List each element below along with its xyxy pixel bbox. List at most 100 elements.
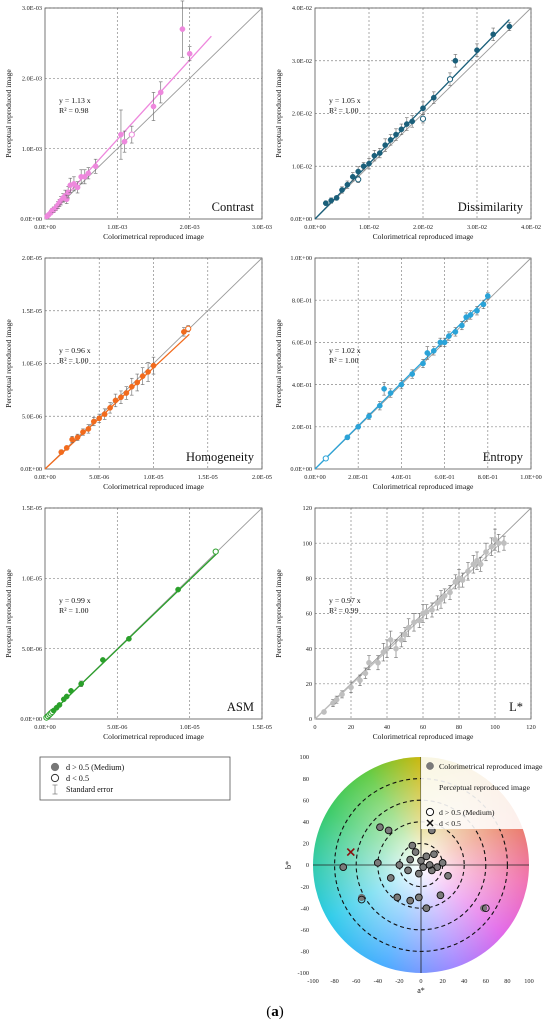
- data-point-medium: [355, 168, 362, 175]
- contrast-chart: 0.0E+00 1.0E-03 2.0E-03 3.0E-03 0.0E+00 1.0E-…: [4, 0, 272, 241]
- data-point-medium: [150, 362, 157, 369]
- x-tick-label: 1.0E+00: [520, 474, 542, 481]
- y-tick-label: 80: [306, 576, 312, 583]
- data-point-medium: [420, 105, 426, 112]
- plot-frame: [314, 7, 532, 220]
- perceptual-point-medium: [444, 871, 452, 880]
- chart-name: L*: [509, 700, 523, 714]
- perceptual-point-small: [346, 847, 355, 857]
- data-point-medium: [416, 617, 423, 624]
- perceptual-point-medium: [386, 874, 395, 882]
- y-tick-label: 2.0E-02: [292, 111, 312, 118]
- colorimetrical-point: [480, 904, 488, 912]
- y-tick-label: 2.0E-03: [22, 76, 42, 83]
- ab-legend-label: Colorimetrical reproduced image: [439, 762, 543, 771]
- data-point-medium: [78, 680, 85, 687]
- y-tick-label: 0.0E+00: [290, 216, 312, 223]
- data-point-medium: [349, 173, 356, 180]
- data-point-medium: [339, 187, 345, 193]
- data-point-medium: [101, 411, 108, 417]
- data-point-medium: [398, 637, 405, 643]
- x-tick-label: 100: [490, 724, 499, 731]
- data-point-medium: [179, 26, 186, 32]
- r-squared: R² = 0.99: [329, 606, 359, 615]
- perceptual-point-medium: [393, 893, 402, 902]
- x-axis-title: Colorimetrical reproduced image: [103, 732, 204, 741]
- filled-circle-icon: [50, 762, 60, 772]
- x-tick-label: 2.0E-01: [348, 474, 368, 481]
- data-point-medium: [398, 381, 405, 388]
- x-tick-label: 2.0E-05: [252, 474, 272, 481]
- x-tick-label: 0.0E+00: [304, 224, 326, 231]
- homogeneity-chart: 0.0E+00 5.0E-06 1.0E-05 1.5E-05 2.0E-05 0.0E+…: [4, 255, 272, 491]
- y-tick-label: 8.0E-01: [292, 297, 312, 304]
- b-tick-label: 100: [300, 754, 309, 761]
- data-point-medium: [459, 577, 466, 583]
- y-tick-label: 1.5E-05: [22, 308, 42, 315]
- data-point-medium: [447, 589, 453, 596]
- y-tick-label: 1.0E+00: [290, 255, 312, 262]
- a-tick-label: 60: [483, 978, 489, 985]
- data-point-medium: [366, 413, 372, 420]
- b-tick-label: 0: [306, 862, 309, 869]
- y-tick-label: 1.5E-05: [22, 505, 42, 512]
- perceptual-point-medium: [481, 904, 490, 913]
- data-point-medium: [150, 103, 157, 110]
- data-point-medium: [90, 418, 97, 425]
- y-axis-title: Perceptual reproduced image: [274, 319, 283, 408]
- x-tick-label: 8.0E-01: [478, 474, 498, 481]
- figure-caption-label: (a): [266, 1004, 284, 1020]
- b-tick-label: -60: [301, 927, 309, 934]
- ab-legend-label: d < 0.5: [439, 819, 461, 828]
- x-tick-label: 20: [348, 724, 354, 731]
- data-point-medium: [403, 121, 410, 127]
- perceptual-point-medium: [411, 848, 420, 856]
- data-point-medium: [58, 449, 65, 455]
- ab-legend: Colorimetrical reproduced image Perceptua…: [421, 757, 543, 829]
- filled-circle-icon: [426, 762, 434, 770]
- perceptual-point-medium: [436, 891, 445, 900]
- data-point-small: [212, 548, 219, 555]
- regression-equation: y = 1.05 x: [329, 96, 361, 105]
- data-point-medium: [355, 423, 362, 430]
- x-tick-label: 1.5E-05: [252, 724, 272, 731]
- legend-label: Standard error: [66, 785, 113, 794]
- data-point-medium: [92, 163, 99, 170]
- y-tick-label: 1.0E-05: [22, 361, 42, 368]
- y-tick-label: 5.0E-06: [22, 646, 42, 653]
- y-axis-title: Perceptual reproduced image: [274, 569, 283, 658]
- data-point-small: [446, 76, 454, 83]
- data-point-medium: [495, 540, 502, 547]
- legend-label: d < 0.5: [66, 774, 89, 783]
- x-tick-label: 5.0E-06: [89, 474, 109, 481]
- y-tick-label: 2.0E-01: [292, 424, 312, 431]
- x-tick-label: 2.0E-02: [413, 224, 433, 231]
- y-tick-label: 40: [306, 646, 312, 653]
- y-tick-label: 120: [303, 505, 312, 512]
- regression-equation: y = 0.99 x: [59, 596, 91, 605]
- x-axis-title: Colorimetrical reproduced image: [373, 732, 474, 741]
- chart-name: ASM: [227, 700, 254, 714]
- perceptual-point-medium: [430, 850, 438, 859]
- x-tick-label: 1.0E-05: [143, 474, 163, 481]
- data-point-medium: [430, 347, 437, 354]
- y-tick-label: 100: [303, 540, 312, 547]
- x-tick-label: 0.0E+00: [34, 224, 56, 231]
- data-point-medium: [175, 586, 181, 593]
- y-tick-label: 2.0E-05: [22, 255, 42, 262]
- x-tick-label: 0: [313, 724, 316, 731]
- x-tick-label: 1.0E-02: [359, 224, 379, 231]
- data-point-medium: [96, 415, 103, 422]
- x-tick-label: 80: [456, 724, 462, 731]
- a-tick-label: 0: [419, 978, 422, 985]
- plot-frame: [44, 507, 263, 720]
- x-tick-label: 1.0E-05: [180, 724, 200, 731]
- data-point-medium: [402, 631, 408, 638]
- regression-equation: y = 1.02 x: [329, 346, 361, 355]
- data-point-medium: [328, 197, 335, 204]
- x-tick-label: 0.0E+00: [34, 474, 56, 481]
- data-point-medium: [339, 691, 345, 698]
- data-point-medium: [376, 402, 383, 409]
- data-point-medium: [128, 383, 135, 390]
- data-point-medium: [409, 371, 416, 377]
